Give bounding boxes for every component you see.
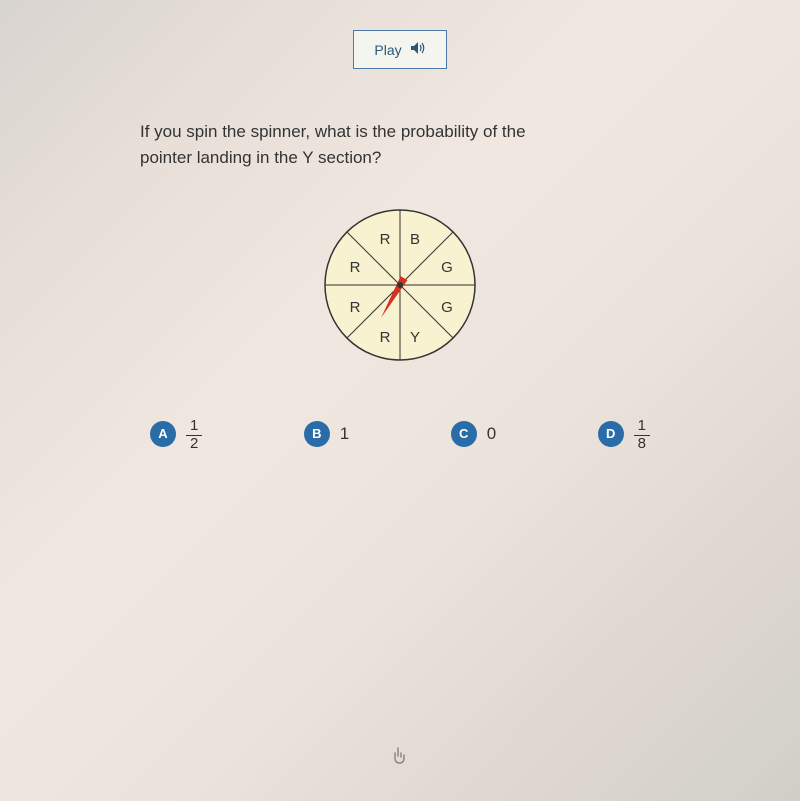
answer-value: 0 bbox=[487, 424, 496, 444]
answer-choices: A 12 B1 C0 D 18 bbox=[140, 415, 660, 452]
answer-choice-d[interactable]: D 18 bbox=[598, 415, 650, 452]
question-text: If you spin the spinner, what is the pro… bbox=[140, 119, 660, 170]
question-line1: If you spin the spinner, what is the pro… bbox=[140, 119, 660, 145]
spinner-diagram: B G G Y R R R R bbox=[315, 200, 485, 375]
answer-value: 18 bbox=[634, 415, 650, 452]
answer-choice-a[interactable]: A 12 bbox=[150, 415, 202, 452]
spinner-section-label: R bbox=[350, 299, 361, 316]
play-button[interactable]: Play bbox=[353, 30, 446, 69]
answer-choice-c[interactable]: C0 bbox=[451, 421, 496, 447]
spinner-section-label: R bbox=[380, 329, 391, 346]
spinner-section-label: G bbox=[441, 299, 453, 316]
answer-letter-badge: D bbox=[598, 421, 624, 447]
spinner-section-label: R bbox=[380, 231, 391, 248]
cursor-icon bbox=[390, 746, 410, 771]
answer-value: 1 bbox=[340, 424, 349, 444]
spinner-section-label: B bbox=[410, 231, 420, 248]
play-label: Play bbox=[374, 42, 401, 58]
answer-value: 12 bbox=[186, 415, 202, 452]
spinner-section-label: G bbox=[441, 259, 453, 276]
spinner-section-label: Y bbox=[410, 329, 420, 346]
question-line2: pointer landing in the Y section? bbox=[140, 145, 660, 171]
answer-letter-badge: A bbox=[150, 421, 176, 447]
answer-letter-badge: C bbox=[451, 421, 477, 447]
speaker-icon bbox=[410, 41, 426, 58]
spinner-section-label: R bbox=[350, 259, 361, 276]
answer-choice-b[interactable]: B1 bbox=[304, 421, 349, 447]
answer-letter-badge: B bbox=[304, 421, 330, 447]
